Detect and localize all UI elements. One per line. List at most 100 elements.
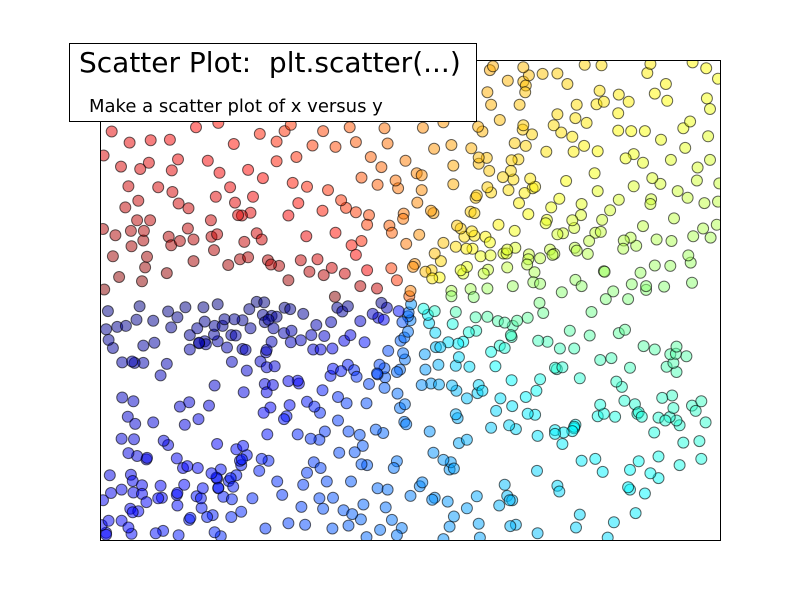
scatter-point [381,483,394,496]
scatter-point [160,267,173,280]
scatter-point [122,180,135,193]
scatter-point [332,391,344,403]
scatter-point [644,198,657,210]
scatter-point [276,488,289,501]
scatter-point [425,204,437,217]
scatter-point [235,453,248,466]
scatter-point [470,490,483,503]
scatter-point [229,196,241,209]
scatter-point [566,130,579,143]
scatter-point [481,86,494,99]
scatter-point [498,478,511,491]
scatter-point [128,433,140,446]
scatter-point [445,139,458,151]
scatter-point [671,185,684,198]
scatter-point [325,261,338,274]
scatter-point [354,315,367,328]
scatter-point [427,446,440,459]
scatter-point [183,329,196,342]
scatter-point [460,392,473,405]
scatter-point [170,452,183,465]
scatter-point [198,315,211,328]
scatter-point [713,177,721,190]
scatter-point [125,240,138,253]
scatter-point [493,499,506,512]
scatter-point [192,413,205,426]
scatter-point [532,334,545,347]
scatter-point [698,197,711,210]
scatter-point [462,326,475,339]
scatter-point [105,125,118,138]
scatter-point [390,529,403,541]
scatter-point [607,516,620,529]
scatter-point [423,425,436,438]
scatter-point [417,302,430,315]
scatter-point [100,323,113,336]
scatter-point [314,462,327,474]
scatter-point [539,217,552,230]
scatter-point [311,253,324,266]
scatter-point [630,239,643,252]
scatter-point [348,446,361,459]
scatter-point [622,293,635,306]
scatter-point [253,127,266,140]
scatter-point [644,467,657,480]
scatter-point [361,264,374,277]
scatter-point [310,319,323,331]
scatter-point [481,181,494,194]
scatter-point [325,316,338,329]
scatter-point [338,267,351,280]
scatter-point [468,207,481,220]
scatter-point [344,329,357,342]
scatter-point [504,329,517,342]
scatter-point [551,108,564,121]
scatter-point [526,128,538,141]
scatter-point [208,526,221,539]
scatter-point [208,244,220,257]
scatter-point [126,355,139,368]
scatter-point [316,384,329,397]
scatter-point [301,466,313,479]
scatter-point [327,491,339,504]
scatter-point [320,475,333,488]
scatter-point [270,155,283,168]
scatter-point [654,177,667,190]
scatter-point [139,261,152,274]
scatter-point [597,95,610,108]
scatter-point [415,184,428,197]
scatter-point [122,521,135,534]
scatter-point [392,305,405,318]
scatter-point [498,316,511,329]
scatter-point [353,428,366,441]
scatter-point [295,500,308,513]
scatter-point [568,342,581,355]
scatter-point [411,196,424,209]
scatter-point [700,92,713,105]
scatter-point [522,69,535,82]
scatter-point [566,214,579,227]
scatter-point [505,154,518,167]
scatter-point [127,395,140,408]
scatter-point [553,192,566,205]
scatter-point [513,98,526,111]
scatter-point [221,341,233,354]
scatter-point [211,228,224,241]
scatter-point [404,284,417,297]
scatter-point [682,249,695,262]
scatter-point [349,206,362,219]
scatter-point [360,397,373,410]
scatter-point [142,156,155,169]
scatter-point [687,230,700,243]
scatter-point [291,428,304,441]
scatter-point [522,208,535,221]
scatter-point [391,387,404,400]
scatter-point [460,502,473,515]
scatter-point [184,511,197,524]
scatter-point [382,344,395,357]
scatter-point [375,161,388,174]
scatter-point [227,138,240,150]
scatter-point [604,204,617,217]
scatter-point [681,191,694,204]
scatter-point [255,452,268,465]
scatter-point [157,434,170,447]
